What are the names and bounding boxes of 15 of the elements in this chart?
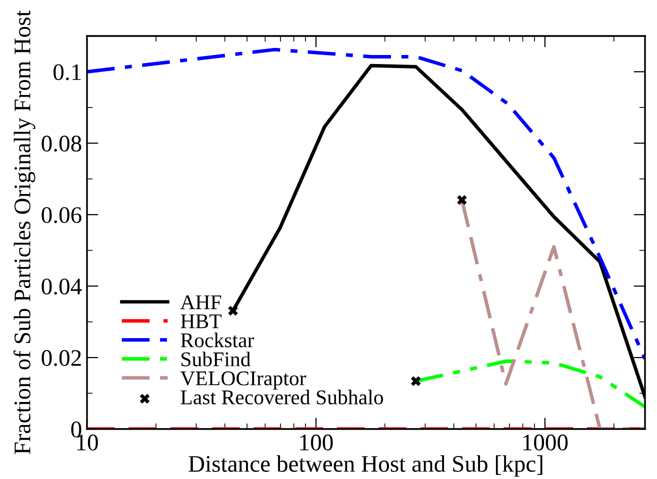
y-tick-label: 0.1 (54, 64, 81, 80)
x-tick-label: 1000 (523, 434, 568, 450)
legend-label: Rockstar (180, 332, 254, 348)
y-tick-label: 0.04 (42, 278, 82, 295)
legend-label: HBT (180, 314, 222, 328)
y-tick-label: 0.08 (42, 136, 82, 152)
y-axis-title: Fraction of Sub Particles Originally From Host (14, 10, 36, 454)
legend-label: AHF (180, 295, 222, 310)
x-tick-label: 100 (300, 434, 333, 450)
x-axis-title: Distance between Host and Sub [kpc] (188, 455, 542, 477)
legend-label: SubFind (182, 352, 251, 366)
legend-label: VELOCIraptor (180, 371, 306, 390)
y-tick-label: 0.02 (42, 350, 81, 366)
legend-label: Last Recovered Subhalo (180, 390, 384, 404)
y-tick-label: 0.06 (42, 207, 82, 224)
